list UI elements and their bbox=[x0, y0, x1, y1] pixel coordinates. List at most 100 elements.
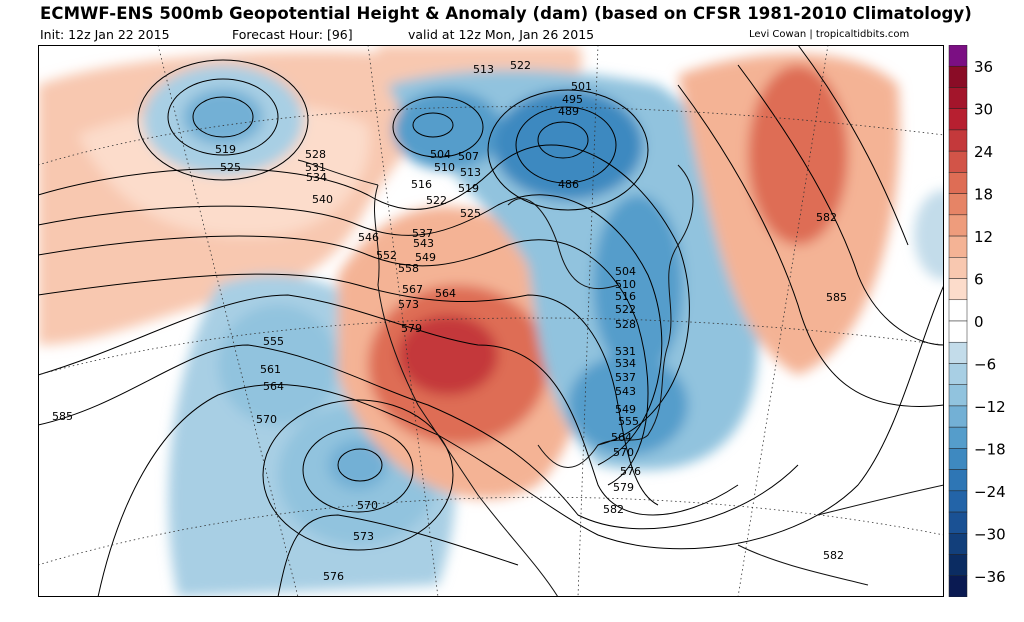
contour-label: 579 bbox=[401, 322, 422, 335]
colorbar-label: −24 bbox=[974, 483, 1006, 501]
contour-label: 549 bbox=[615, 403, 636, 416]
colorbar-bin bbox=[948, 490, 968, 513]
contour-label: 522 bbox=[426, 194, 447, 207]
colorbar-label: −12 bbox=[974, 398, 1006, 416]
contour-label: 570 bbox=[613, 446, 634, 459]
colorbar-bin bbox=[948, 193, 968, 216]
colorbar-bin bbox=[948, 511, 968, 534]
contour-label: 561 bbox=[260, 363, 281, 376]
contour-label: 519 bbox=[458, 182, 479, 195]
colorbar-bin bbox=[948, 45, 968, 67]
contour-label: 528 bbox=[615, 318, 636, 331]
contour-label: 549 bbox=[415, 251, 436, 264]
colorbar-label: 0 bbox=[974, 313, 984, 331]
contour-label: 585 bbox=[826, 291, 847, 304]
contour-label: 546 bbox=[358, 231, 379, 244]
contour-label: 513 bbox=[460, 166, 481, 179]
contour-label: 507 bbox=[458, 150, 479, 163]
contour-label: 543 bbox=[615, 385, 636, 398]
contour-label: 516 bbox=[411, 178, 432, 191]
colorbar-bin bbox=[948, 405, 968, 428]
contour-label: 510 bbox=[434, 161, 455, 174]
colorbar-bin bbox=[948, 320, 968, 343]
contour-label: 495 bbox=[562, 93, 583, 106]
contour-label: 564 bbox=[263, 380, 284, 393]
contour-label: 555 bbox=[618, 415, 639, 428]
colorbar-bin bbox=[948, 278, 968, 301]
contour-label: 519 bbox=[215, 143, 236, 156]
contour-label: 522 bbox=[510, 59, 531, 72]
contour-label: 513 bbox=[473, 63, 494, 76]
contour-label: 534 bbox=[306, 171, 327, 184]
colorbar-bin bbox=[948, 257, 968, 279]
contour-label: 555 bbox=[263, 335, 284, 348]
colorbar-bin bbox=[948, 426, 968, 449]
contour-label: 531 bbox=[615, 345, 636, 358]
colorbar-bin bbox=[948, 469, 968, 492]
credit: Levi Cowan | tropicaltidbits.com bbox=[749, 29, 910, 40]
colorbar-bin bbox=[948, 108, 968, 131]
colorbar-bin bbox=[948, 172, 968, 194]
colorbar: 36 30 24 18 12 6 0 −6 −12 −18 −24 −30 −36 bbox=[948, 45, 1006, 597]
contour-label: 573 bbox=[353, 530, 374, 543]
contour-label: 504 bbox=[430, 148, 451, 161]
colorbar-bin bbox=[948, 363, 968, 385]
contour-label: 576 bbox=[323, 570, 344, 583]
colorbar-label: −30 bbox=[974, 525, 1006, 543]
contour-label: 504 bbox=[615, 265, 636, 278]
colorbar-bin bbox=[948, 87, 968, 109]
colorbar-label: 30 bbox=[974, 101, 993, 119]
height-anomaly-map: 5225195255285315345405465525585675735795… bbox=[38, 45, 944, 597]
contour-label: 564 bbox=[611, 431, 632, 444]
contour-label: 573 bbox=[398, 298, 419, 311]
contour-label: 582 bbox=[823, 549, 844, 562]
contour-label: 510 bbox=[615, 278, 636, 291]
contour-label: 522 bbox=[615, 303, 636, 316]
contour-label: 525 bbox=[460, 207, 481, 220]
contour-label: 585 bbox=[52, 410, 73, 423]
forecast-hour: Forecast Hour: [96] bbox=[232, 27, 353, 42]
contour-label: 582 bbox=[603, 503, 624, 516]
height-contours bbox=[38, 45, 944, 597]
contour-label: 534 bbox=[615, 357, 636, 370]
contour-label: 576 bbox=[620, 465, 641, 478]
contour-label: 486 bbox=[558, 178, 579, 191]
colorbar-bin bbox=[948, 341, 968, 364]
colorbar-label: 24 bbox=[974, 143, 993, 161]
colorbar-bin bbox=[948, 65, 968, 88]
init-time: Init: 12z Jan 22 2015 bbox=[40, 27, 170, 42]
contour-label: 543 bbox=[413, 237, 434, 250]
contour-label: 552 bbox=[376, 249, 397, 262]
contour-label: 564 bbox=[435, 287, 456, 300]
contour-label: 501 bbox=[571, 80, 592, 93]
colorbar-label: −18 bbox=[974, 440, 1006, 458]
colorbar-bin bbox=[948, 150, 968, 173]
colorbar-label: 36 bbox=[974, 58, 993, 76]
colorbar-bin bbox=[948, 235, 968, 258]
contour-label: 537 bbox=[412, 227, 433, 240]
colorbar-bin bbox=[948, 129, 968, 152]
lat-lon-grid bbox=[38, 45, 944, 597]
contour-label: 531 bbox=[305, 161, 326, 174]
colorbar-bin bbox=[948, 299, 968, 322]
contour-label: 582 bbox=[816, 211, 837, 224]
colorbar-label: −36 bbox=[974, 568, 1006, 586]
colorbar-bin bbox=[948, 214, 968, 237]
contour-label: 567 bbox=[402, 283, 423, 296]
anomaly-shading bbox=[38, 45, 944, 597]
contour-label: 516 bbox=[615, 290, 636, 303]
colorbar-label: 12 bbox=[974, 228, 993, 246]
contour-label: 570 bbox=[256, 413, 277, 426]
contour-labels: 5225195255285315345405465525585675735795… bbox=[52, 59, 847, 583]
colorbar-bin bbox=[948, 448, 968, 470]
colorbar-bin bbox=[948, 533, 968, 555]
contour-label: 540 bbox=[312, 193, 333, 206]
map-frame bbox=[38, 45, 944, 597]
colorbar-bin bbox=[948, 384, 968, 407]
contour-label: 579 bbox=[613, 481, 634, 494]
contour-label: 528 bbox=[305, 148, 326, 161]
contour-label: 570 bbox=[357, 499, 378, 512]
colorbar-label: 6 bbox=[974, 271, 984, 289]
colorbar-label: −6 bbox=[974, 355, 996, 373]
contour-label: 558 bbox=[398, 262, 419, 275]
